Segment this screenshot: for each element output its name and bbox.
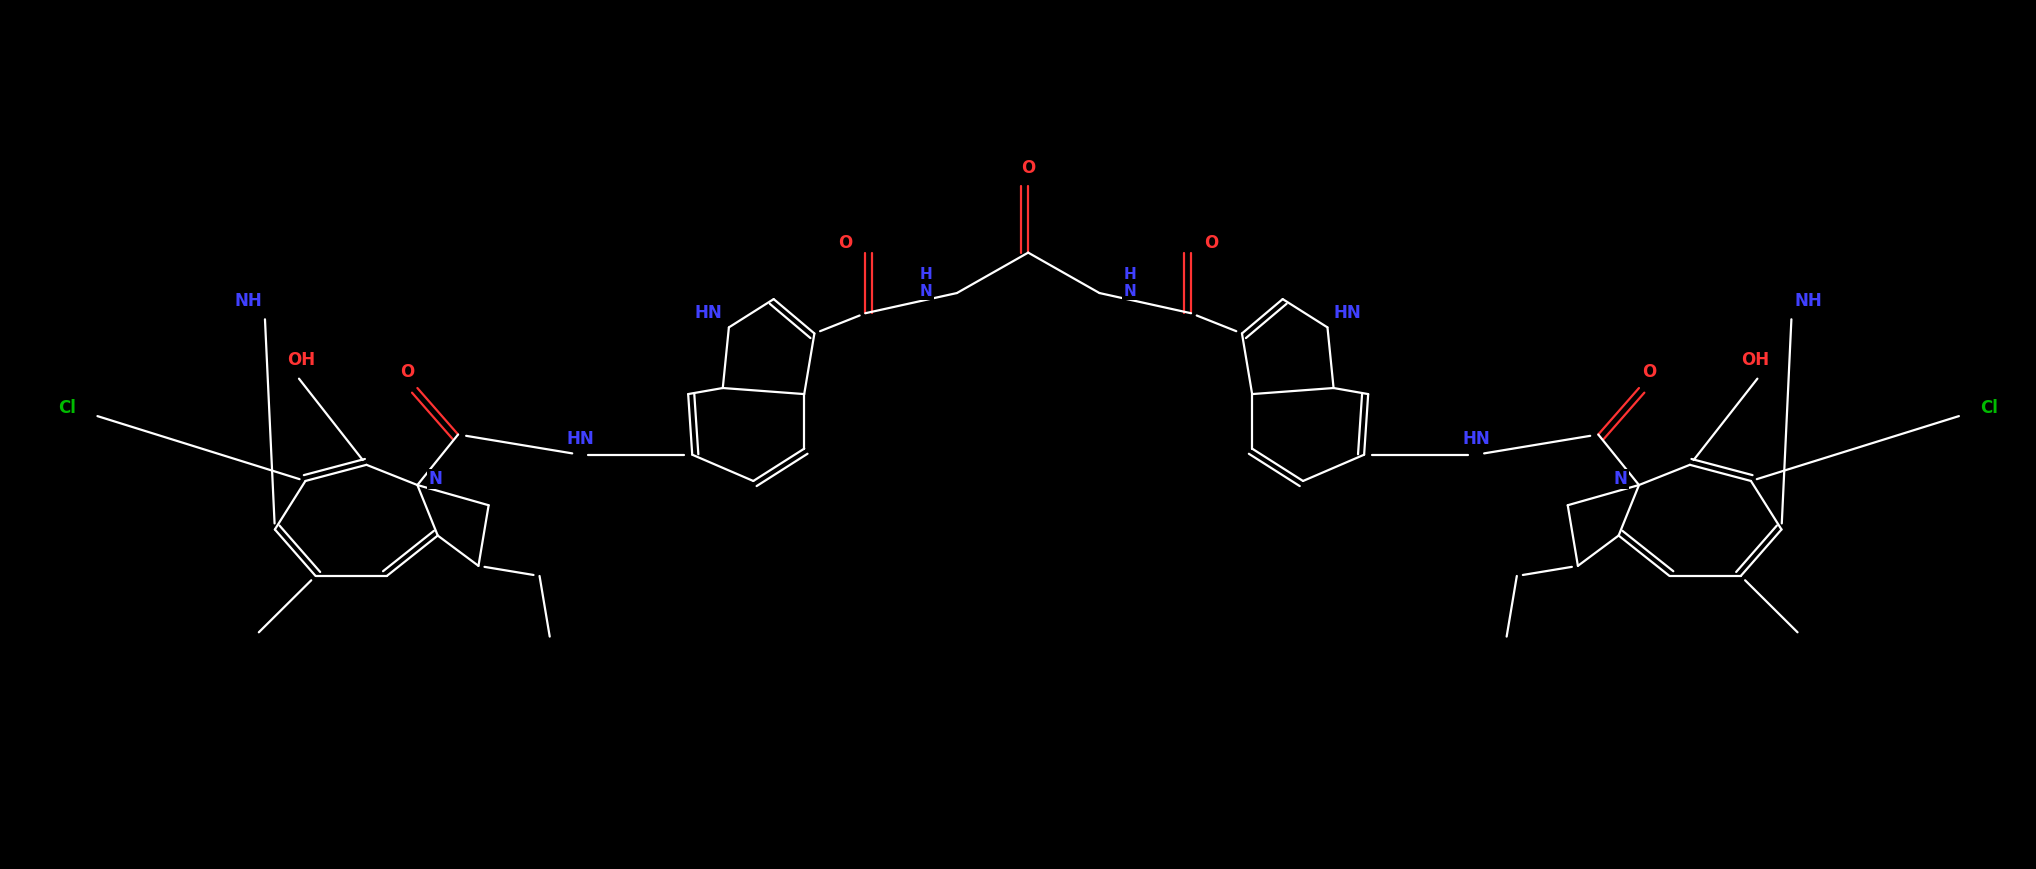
Text: OH: OH: [287, 351, 316, 368]
Text: H
N: H N: [1124, 267, 1136, 299]
Text: O: O: [1643, 363, 1655, 381]
Text: O: O: [401, 363, 413, 381]
Text: HN: HN: [694, 304, 723, 322]
Text: N: N: [430, 470, 442, 488]
Text: OH: OH: [1741, 351, 1769, 368]
Text: Cl: Cl: [59, 399, 75, 417]
Text: O: O: [1205, 234, 1218, 251]
Text: HN: HN: [1334, 304, 1362, 322]
Text: N: N: [1615, 470, 1627, 488]
Text: H
N: H N: [920, 267, 932, 299]
Text: O: O: [1022, 159, 1034, 176]
Text: HN: HN: [1462, 429, 1490, 448]
Text: Cl: Cl: [1981, 399, 1997, 417]
Text: NH: NH: [1794, 292, 1822, 310]
Text: NH: NH: [234, 292, 263, 310]
Text: O: O: [839, 234, 851, 251]
Text: HN: HN: [566, 429, 595, 448]
